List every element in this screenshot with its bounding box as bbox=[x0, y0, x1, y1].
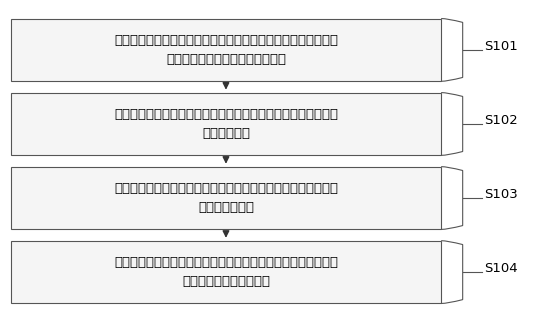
FancyBboxPatch shape bbox=[11, 18, 441, 81]
Text: S104: S104 bbox=[484, 262, 518, 275]
Text: S103: S103 bbox=[484, 188, 518, 201]
Text: 预先存储每一类加工件中的每一个加工件的参数信息、与每一类
加工件一一对应的可调节抱具信息: 预先存储每一类加工件中的每一个加工件的参数信息、与每一类 加工件一一对应的可调节… bbox=[114, 34, 338, 66]
Text: 在每一次更换模具后，采集该更换后的模具加工出的第一个加工
件的图像信息: 在每一次更换模具后，采集该更换后的模具加工出的第一个加工 件的图像信息 bbox=[114, 108, 338, 140]
FancyBboxPatch shape bbox=[11, 93, 441, 156]
FancyBboxPatch shape bbox=[11, 241, 441, 303]
Text: 将采集到的第一个加工件的图像信息与存储的每一个加工件的参
数信息进行匹配: 将采集到的第一个加工件的图像信息与存储的每一个加工件的参 数信息进行匹配 bbox=[114, 182, 338, 214]
Text: 若匹配成功，则依照匹配成功的加工件对应的可调节抱具信息中
的位姿信息驱动抱具动作: 若匹配成功，则依照匹配成功的加工件对应的可调节抱具信息中 的位姿信息驱动抱具动作 bbox=[114, 256, 338, 288]
FancyBboxPatch shape bbox=[11, 167, 441, 229]
Text: S102: S102 bbox=[484, 114, 518, 127]
Text: S101: S101 bbox=[484, 40, 518, 53]
